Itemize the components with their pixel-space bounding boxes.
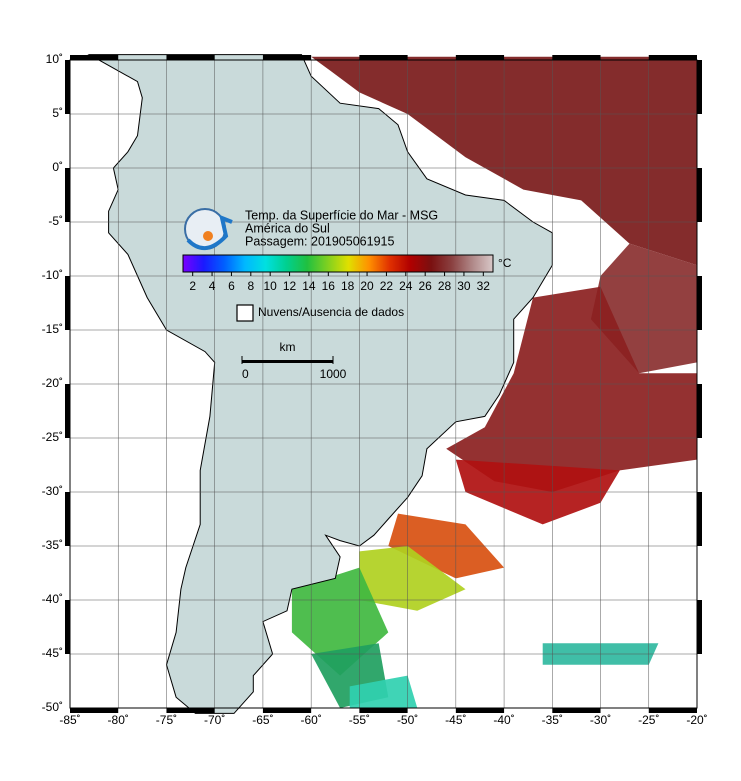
frame-band bbox=[262, 55, 312, 60]
colorbar-tick-label: 4 bbox=[209, 279, 216, 293]
sst-patch bbox=[359, 546, 466, 611]
legend-swatch bbox=[236, 304, 254, 322]
frame-band bbox=[697, 168, 702, 222]
frame-band bbox=[552, 55, 601, 60]
frame-band bbox=[697, 60, 702, 114]
x-tick-label: -40˚ bbox=[493, 713, 514, 727]
colorbar-tick-label: 20 bbox=[360, 279, 374, 293]
colorbar-tick-label: 16 bbox=[322, 279, 336, 293]
frame-band bbox=[455, 55, 505, 60]
y-tick-label: -10˚ bbox=[42, 268, 63, 282]
frame-band bbox=[697, 600, 702, 654]
y-tick-label: -50˚ bbox=[42, 700, 63, 714]
colorbar-tick-label: 24 bbox=[399, 279, 413, 293]
x-tick-label: -35˚ bbox=[542, 713, 563, 727]
x-tick-label: -50˚ bbox=[397, 713, 418, 727]
frame-band bbox=[166, 55, 215, 60]
frame-band bbox=[65, 168, 70, 222]
x-tick-label: -85˚ bbox=[59, 713, 80, 727]
colorbar-tick-label: 2 bbox=[189, 279, 196, 293]
scale-unit: km bbox=[280, 340, 296, 354]
frame-band bbox=[552, 708, 601, 713]
x-tick-label: -25˚ bbox=[638, 713, 659, 727]
logo-dot bbox=[203, 231, 213, 241]
y-tick-label: -15˚ bbox=[42, 322, 63, 336]
colorbar: 2 4 6 8 10 12 14 16 18 20 22 24 26 28 30 32°C bbox=[182, 254, 512, 293]
frame-band bbox=[65, 276, 70, 330]
colorbar-fill bbox=[182, 254, 494, 273]
x-tick-label: -30˚ bbox=[590, 713, 611, 727]
y-tick-label: -25˚ bbox=[42, 430, 63, 444]
y-tick-label: -20˚ bbox=[42, 376, 63, 390]
colorbar-unit: °C bbox=[498, 256, 512, 270]
map-region: América do Sul bbox=[245, 221, 330, 235]
x-tick-label: -80˚ bbox=[108, 713, 129, 727]
y-tick-label: -35˚ bbox=[42, 538, 63, 552]
frame-band bbox=[455, 708, 505, 713]
map-title: Temp. da Superfície do Mar - MSG bbox=[245, 208, 438, 222]
frame-band bbox=[70, 708, 119, 713]
frame-layer bbox=[65, 55, 702, 713]
legend-label: Nuvens/Ausencia de dados bbox=[258, 305, 404, 319]
y-tick-label: 10˚ bbox=[46, 52, 63, 66]
colorbar-tick-label: 28 bbox=[438, 279, 452, 293]
frame-band bbox=[70, 55, 119, 60]
frame-band bbox=[65, 600, 70, 654]
colorbar-tick-label: 22 bbox=[380, 279, 394, 293]
x-tick-label: -75˚ bbox=[156, 713, 177, 727]
scale-bar: 0 1000 km bbox=[241, 340, 347, 381]
frame-band bbox=[697, 492, 702, 546]
y-tick-label: -40˚ bbox=[42, 592, 63, 606]
frame-band bbox=[697, 384, 702, 438]
x-tick-label: -55˚ bbox=[349, 713, 370, 727]
colorbar-tick-label: 18 bbox=[341, 279, 355, 293]
colorbar-tick-label: 10 bbox=[264, 279, 278, 293]
scale-tick-label: 0 bbox=[242, 367, 249, 381]
frame-band bbox=[697, 276, 702, 330]
x-tick-label: -65˚ bbox=[252, 713, 273, 727]
y-tick-label: -30˚ bbox=[42, 484, 63, 498]
frame-band bbox=[262, 708, 312, 713]
y-tick-label: 0˚ bbox=[52, 160, 63, 174]
scale-tick-label: 1000 bbox=[320, 367, 347, 381]
colorbar-tick-label: 32 bbox=[477, 279, 491, 293]
colorbar-tick-label: 8 bbox=[247, 279, 254, 293]
frame-band bbox=[166, 708, 215, 713]
x-tick-label: -60˚ bbox=[300, 713, 321, 727]
frame-band bbox=[65, 384, 70, 438]
y-tick-label: -5˚ bbox=[48, 214, 63, 228]
frame-band bbox=[359, 55, 408, 60]
logo-arrow bbox=[186, 214, 233, 250]
grid-layer bbox=[69, 59, 698, 709]
frame-band bbox=[648, 708, 697, 713]
x-tick-label: -45˚ bbox=[445, 713, 466, 727]
colorbar-tick-label: 30 bbox=[457, 279, 471, 293]
x-tick-label: -70˚ bbox=[204, 713, 225, 727]
logo bbox=[184, 208, 233, 250]
y-tick-label: -45˚ bbox=[42, 646, 63, 660]
colorbar-tick-label: 26 bbox=[419, 279, 433, 293]
scale-bar-bar bbox=[242, 360, 333, 363]
map-pass: Passagem: 201905061915 bbox=[245, 234, 394, 248]
y-tick-label: 5˚ bbox=[52, 106, 63, 120]
colorbar-tick-label: 12 bbox=[283, 279, 297, 293]
sst-patch bbox=[349, 675, 418, 708]
colorbar-tick-label: 6 bbox=[228, 279, 235, 293]
x-tick-label: -20˚ bbox=[686, 713, 707, 727]
colorbar-tick-label: 14 bbox=[302, 279, 316, 293]
sst-patch bbox=[446, 286, 697, 492]
frame-band bbox=[648, 55, 697, 60]
frame-band bbox=[359, 708, 408, 713]
frame-band bbox=[65, 60, 70, 114]
frame-band bbox=[65, 492, 70, 546]
